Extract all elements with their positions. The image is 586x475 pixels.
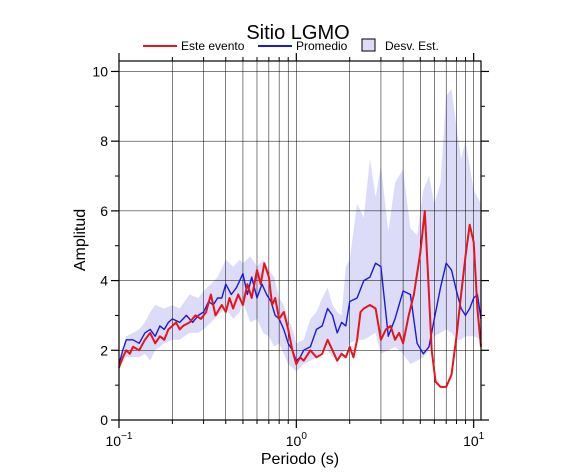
- series-line-este-evento: [118, 209, 482, 388]
- x-tick-label: 101: [463, 431, 485, 449]
- y-tick-label: 0: [100, 412, 108, 428]
- legend-label: Desv. Est.: [385, 39, 439, 53]
- y-axis: 0 2 4 6 8 10: [92, 63, 489, 428]
- y-axis-title: Amplitud: [72, 209, 89, 271]
- y-tick-label: 10: [92, 63, 108, 79]
- plot-area: [118, 60, 482, 421]
- y-tick-label: 6: [100, 203, 108, 219]
- series-layer: [118, 209, 482, 388]
- legend-label: Promedio: [296, 39, 348, 53]
- legend-label: Este evento: [181, 39, 245, 53]
- legend: Este evento Promedio Desv. Est.: [143, 38, 439, 53]
- x-axis: 10−1 100 101: [106, 53, 485, 449]
- grid-layer: [119, 61, 481, 420]
- y-tick-label: 2: [100, 342, 108, 358]
- legend-swatch-box: [361, 38, 376, 52]
- chart-title: Sitio LGMO: [246, 22, 349, 44]
- x-tick-label: 100: [286, 431, 308, 449]
- x-tick-label: 10−1: [106, 431, 133, 449]
- plot-frame: [118, 60, 482, 421]
- y-tick-label: 4: [100, 273, 108, 289]
- y-tick-label: 8: [100, 133, 108, 149]
- x-axis-title: Periodo (s): [261, 451, 339, 468]
